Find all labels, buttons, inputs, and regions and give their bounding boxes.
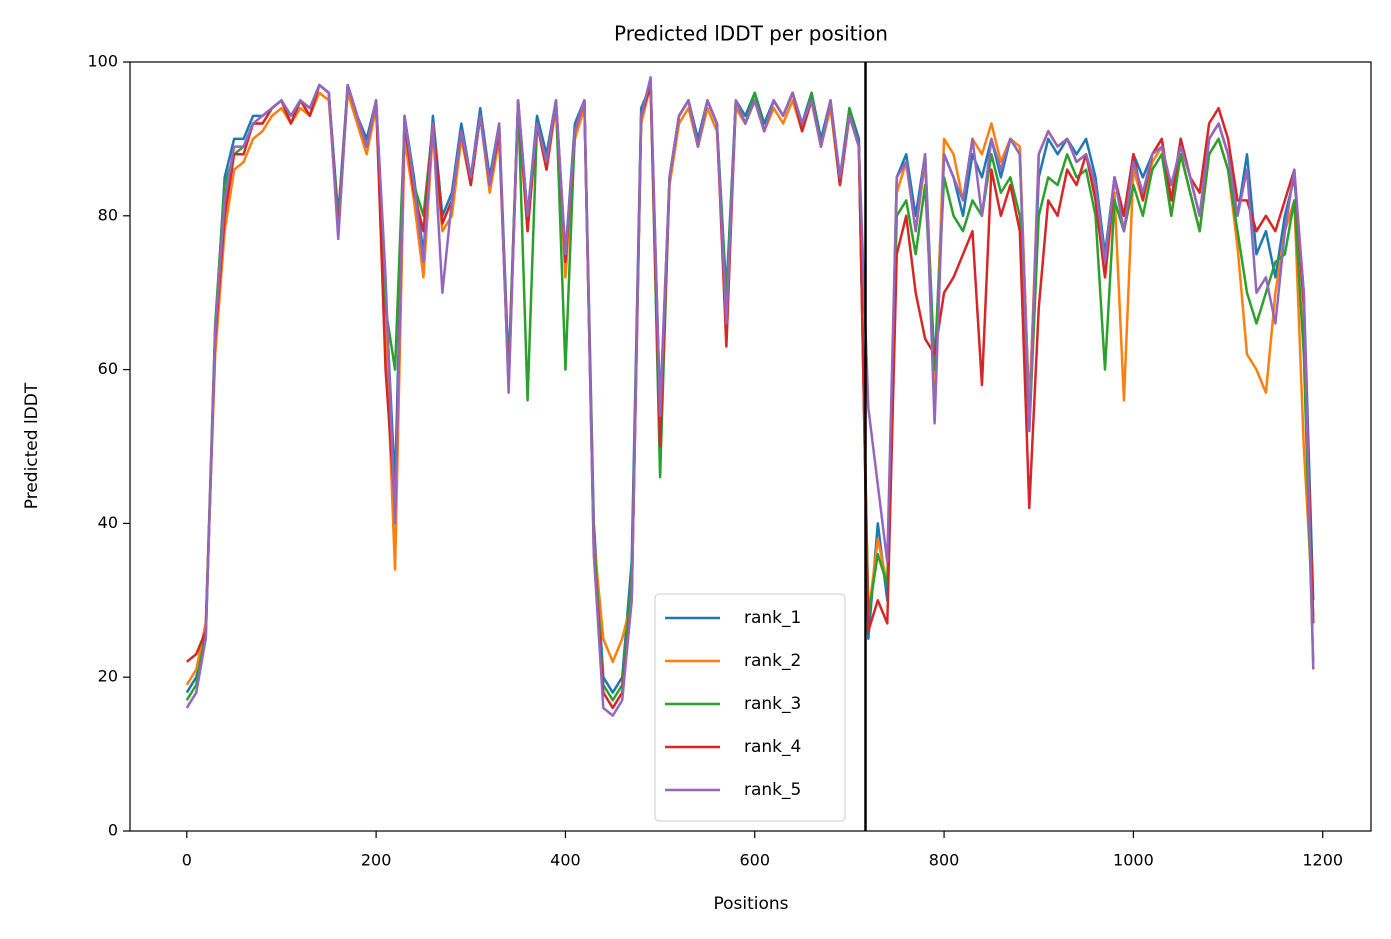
y-tick-label: 60 — [98, 359, 118, 378]
legend-box — [654, 593, 846, 822]
plot-frame — [129, 61, 1372, 832]
y-tick-label: 20 — [98, 667, 118, 686]
x-tick-label: 800 — [929, 851, 960, 870]
legend-label: rank_5 — [744, 780, 801, 800]
chart-title: Predicted lDDT per position — [614, 22, 888, 46]
legend-label: rank_1 — [744, 608, 801, 628]
series-line — [185, 76, 1315, 717]
x-tick-label: 1200 — [1302, 851, 1343, 870]
x-tick-label: 200 — [361, 851, 392, 870]
y-tick-label: 80 — [98, 205, 118, 224]
y-tick-label: 100 — [87, 52, 118, 71]
legend-label: rank_3 — [744, 694, 801, 714]
y-tick-label: 0 — [108, 821, 118, 840]
y-tick-label: 40 — [98, 513, 118, 532]
x-tick-label: 600 — [739, 851, 770, 870]
legend-label: rank_2 — [744, 651, 801, 671]
x-axis-label: Positions — [713, 894, 788, 914]
y-axis-label: Predicted lDDT — [22, 382, 42, 509]
x-tick-label: 1000 — [1113, 851, 1154, 870]
x-tick-label: 0 — [182, 851, 192, 870]
x-tick-label: 400 — [550, 851, 581, 870]
legend-label: rank_4 — [744, 737, 801, 757]
